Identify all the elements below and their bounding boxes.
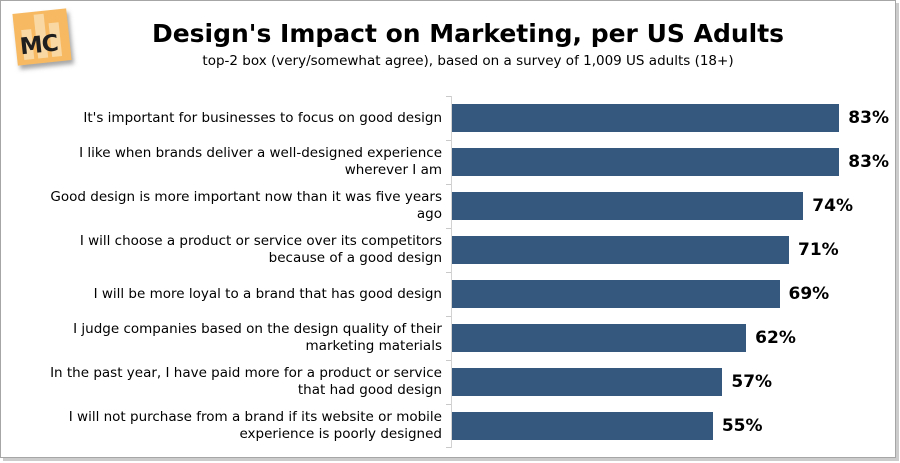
bar-zone: 55% (451, 404, 889, 448)
bar-zone: 62% (451, 316, 889, 360)
value-label: 71% (798, 240, 839, 260)
bar-zone: 83% (451, 96, 889, 140)
bar-zone: 74% (451, 184, 889, 228)
category-label: In the past year, I have paid more for a… (50, 365, 442, 398)
axis-tick (446, 140, 451, 141)
bar-zone: 57% (451, 360, 889, 404)
category-label: I will be more loyal to a brand that has… (93, 285, 442, 302)
bar[interactable] (451, 148, 840, 176)
value-label: 69% (788, 284, 830, 304)
axis-tick (446, 404, 451, 405)
bar-row: I like when brands deliver a well-design… (31, 140, 889, 184)
bar-row: In the past year, I have paid more for a… (31, 360, 889, 404)
bar-row: Good design is more important now than i… (31, 184, 889, 228)
y-axis-line (451, 96, 452, 448)
bar-row: It's important for businesses to focus o… (31, 96, 889, 140)
axis-tick (446, 316, 451, 317)
category-label: I will choose a product or service over … (79, 233, 442, 266)
value-label: 74% (812, 196, 853, 216)
axis-tick (446, 272, 451, 273)
category-label: Good design is more important now than i… (50, 189, 442, 222)
bar-zone: 83% (451, 140, 889, 184)
bar-row: I will choose a product or service over … (31, 228, 889, 272)
category-label: I will not purchase from a brand if its … (68, 409, 442, 442)
axis-tick (446, 360, 451, 361)
chart-subtitle: top-2 box (very/somewhat agree), based o… (202, 53, 734, 69)
axis-tick (446, 96, 451, 97)
axis-tick (446, 228, 451, 229)
bar[interactable] (451, 412, 713, 440)
bar[interactable] (451, 368, 723, 396)
bar-zone: 69% (451, 272, 889, 316)
category-label: It's important for businesses to focus o… (83, 109, 442, 126)
bar-zone: 71% (451, 228, 889, 272)
bar-chart: It's important for businesses to focus o… (31, 96, 889, 448)
bar[interactable] (451, 236, 790, 264)
chart-title: Design's Impact on Marketing, per US Adu… (151, 19, 785, 48)
axis-tick (446, 184, 451, 185)
bar-row: I judge companies based on the design qu… (31, 316, 889, 360)
value-label: 83% (848, 108, 889, 128)
bar[interactable] (451, 104, 840, 132)
bar-row: I will be more loyal to a brand that has… (31, 272, 889, 316)
category-label: I judge companies based on the design qu… (73, 321, 442, 354)
bar[interactable] (451, 280, 780, 308)
value-label: 55% (721, 416, 763, 436)
category-label: I like when brands deliver a well-design… (79, 145, 442, 178)
value-label: 83% (848, 152, 889, 172)
value-label: 62% (755, 328, 796, 348)
logo-text: MC (18, 30, 59, 61)
value-label: 57% (731, 372, 773, 392)
axis-tick (446, 447, 451, 448)
bar[interactable] (451, 192, 804, 220)
bar[interactable] (451, 324, 747, 352)
bar-row: I will not purchase from a brand if its … (31, 404, 889, 448)
